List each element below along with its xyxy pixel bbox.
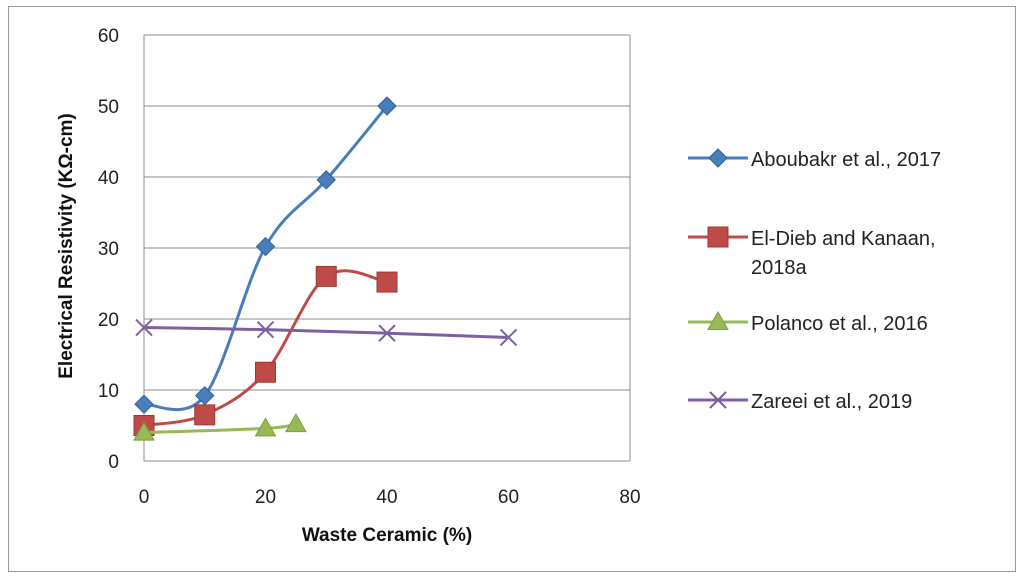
legend-entry-2: Polanco et al., 2016 xyxy=(688,310,928,335)
data-point xyxy=(376,271,398,293)
data-point xyxy=(133,421,155,441)
data-point xyxy=(378,324,396,342)
x-tick-label: 40 xyxy=(376,487,397,508)
x-marker-stroke xyxy=(378,324,396,342)
x-marker-stroke xyxy=(709,391,727,409)
x-axis-title: Waste Ceramic (%) xyxy=(302,525,472,546)
legend-marker xyxy=(707,226,729,248)
legend-label: 2018a xyxy=(751,257,807,279)
data-point xyxy=(315,265,337,287)
series-group xyxy=(133,96,518,441)
y-tick-label: 20 xyxy=(98,310,119,331)
data-point xyxy=(255,361,276,383)
legend-marker xyxy=(707,310,729,330)
data-point xyxy=(285,413,307,433)
legend-entry-1: El-Dieb and Kanaan, 2018a xyxy=(688,226,936,279)
y-tick-label: 10 xyxy=(98,381,119,402)
x-tick-label: 60 xyxy=(498,487,519,508)
legend-label: Aboubakr et al., 2017 xyxy=(751,149,941,171)
data-point xyxy=(255,236,276,257)
x-marker-stroke xyxy=(499,328,518,347)
series-line-3 xyxy=(143,326,509,339)
x-tick-label: 0 xyxy=(139,487,150,508)
legend-entry-3: Zareei et al., 2019 xyxy=(688,391,912,413)
data-point xyxy=(377,96,397,116)
data-point xyxy=(134,394,154,414)
data-point xyxy=(256,320,275,339)
legend-entry-0: Aboubakr et al., 2017 xyxy=(688,148,941,171)
y-tick-label: 0 xyxy=(108,452,119,473)
series-3 xyxy=(135,318,518,347)
x-marker-stroke xyxy=(256,320,275,339)
y-tick-label: 50 xyxy=(98,97,119,118)
legend-label: Polanco et al., 2016 xyxy=(751,313,928,335)
x-tick-labels: 0 20 40 60 80 xyxy=(139,487,641,508)
data-point xyxy=(254,417,277,437)
legend-marker xyxy=(709,391,727,409)
y-tick-label: 60 xyxy=(98,26,119,47)
y-axis-title: Electrical Resistivity (KΩ-cm) xyxy=(56,113,77,379)
axes xyxy=(143,35,631,461)
x-marker-stroke xyxy=(135,318,153,337)
series-0 xyxy=(134,96,397,414)
data-point xyxy=(499,328,518,347)
y-tick-label: 30 xyxy=(98,239,119,260)
data-point xyxy=(135,318,153,337)
legend-label: Zareei et al., 2019 xyxy=(751,391,912,413)
series-2 xyxy=(133,413,307,441)
x-tick-label: 20 xyxy=(255,487,276,508)
data-point xyxy=(316,170,336,190)
series-line-1 xyxy=(143,269,388,427)
legend-marker xyxy=(708,148,728,168)
y-tick-labels: 0 10 20 30 40 50 60 xyxy=(98,26,119,473)
y-tick-label: 40 xyxy=(98,168,119,189)
data-point xyxy=(194,404,216,426)
legend-label: El-Dieb and Kanaan, xyxy=(751,228,936,250)
x-tick-label: 80 xyxy=(619,487,640,508)
legend: Aboubakr et al., 2017 El-Dieb and Kanaan,… xyxy=(688,148,941,413)
chart-frame xyxy=(8,6,1016,572)
